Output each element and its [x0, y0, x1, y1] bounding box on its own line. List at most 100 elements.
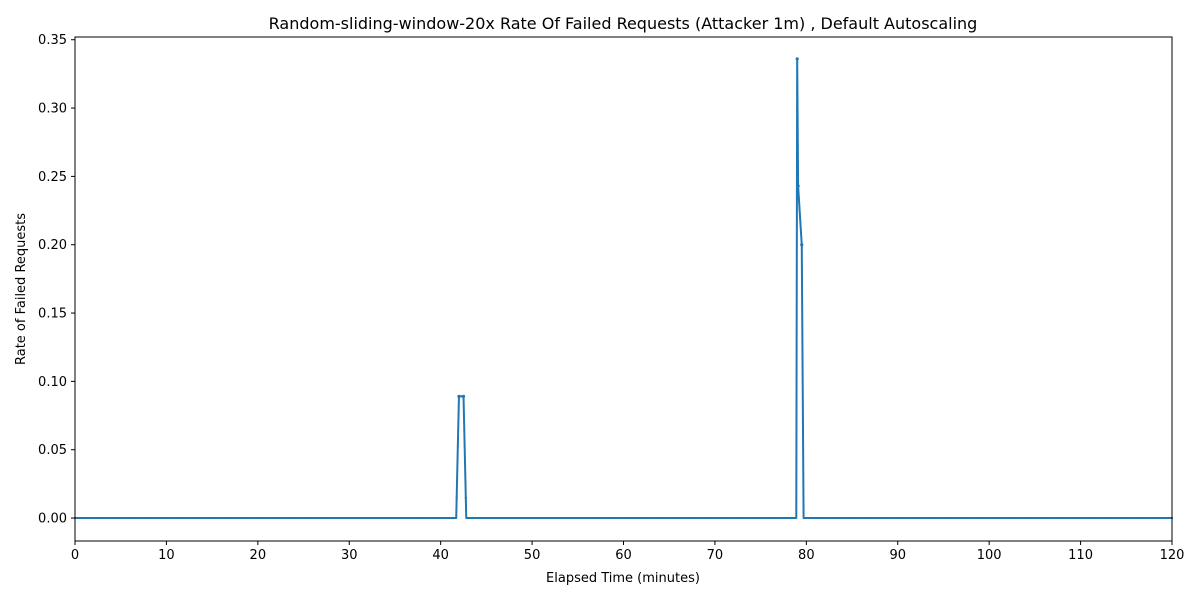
- data-point: [576, 516, 579, 520]
- data-point: [428, 516, 431, 520]
- data-point: [156, 516, 159, 520]
- data-point: [727, 516, 730, 520]
- data-point: [622, 516, 625, 520]
- data-point: [460, 395, 463, 398]
- data-point: [108, 516, 111, 520]
- data-point: [837, 516, 840, 520]
- data-point: [387, 516, 390, 520]
- data-point: [695, 516, 698, 520]
- data-point: [912, 516, 915, 520]
- data-point: [514, 516, 518, 520]
- data-point: [919, 516, 922, 520]
- data-point: [119, 516, 122, 520]
- data-point: [291, 516, 294, 520]
- data-point: [853, 516, 856, 520]
- data-point: [544, 516, 547, 520]
- data-point: [672, 516, 675, 520]
- data-point: [642, 516, 646, 520]
- data-point: [791, 516, 794, 520]
- data-point: [197, 516, 200, 520]
- data-point: [855, 516, 858, 520]
- data-point: [229, 516, 232, 520]
- data-point: [976, 516, 979, 520]
- data-point: [1063, 516, 1066, 520]
- data-point: [697, 516, 701, 520]
- data-point: [295, 516, 298, 520]
- data-point: [599, 516, 602, 520]
- data-point: [661, 516, 664, 520]
- data-point: [133, 516, 136, 520]
- data-point: [990, 516, 993, 520]
- data-point: [478, 516, 481, 520]
- y-tick-label: 0.35: [38, 33, 67, 48]
- data-point: [626, 516, 630, 520]
- data-point: [679, 516, 682, 520]
- data-point: [706, 516, 710, 520]
- data-point: [729, 516, 733, 520]
- data-point: [487, 516, 490, 520]
- data-point: [181, 516, 184, 520]
- data-point: [144, 516, 147, 520]
- data-point: [1090, 516, 1094, 520]
- data-point: [910, 516, 913, 520]
- data-point: [224, 516, 227, 520]
- data-point: [830, 516, 833, 520]
- data-point: [236, 516, 239, 520]
- data-point: [142, 516, 145, 520]
- data-point: [512, 516, 515, 520]
- data-point: [195, 516, 198, 520]
- data-point: [1036, 516, 1039, 520]
- data-point: [1074, 516, 1078, 520]
- data-point: [768, 516, 771, 520]
- data-point: [786, 516, 790, 520]
- data-point: [1166, 516, 1169, 520]
- data-point: [656, 516, 659, 520]
- data-point: [795, 57, 799, 61]
- data-point: [318, 516, 321, 520]
- data-point: [453, 516, 456, 520]
- data-point: [1159, 516, 1162, 520]
- data-point: [169, 516, 173, 520]
- data-point: [684, 516, 687, 520]
- data-point: [1040, 516, 1043, 520]
- data-point: [670, 516, 673, 520]
- data-point: [94, 516, 97, 520]
- x-tick-label: 120: [1160, 548, 1185, 563]
- data-point: [841, 516, 845, 520]
- data-point: [1038, 516, 1041, 520]
- data-point: [549, 516, 552, 520]
- data-point: [889, 516, 892, 520]
- data-point: [693, 516, 696, 520]
- data-point: [480, 516, 483, 520]
- data-point: [188, 516, 191, 520]
- data-point: [978, 516, 982, 520]
- data-point: [1084, 516, 1087, 520]
- data-point: [1079, 516, 1082, 520]
- data-point: [249, 516, 253, 520]
- data-point: [1081, 516, 1084, 520]
- data-point: [860, 516, 863, 520]
- x-tick-label: 50: [524, 548, 541, 563]
- data-point: [668, 516, 671, 520]
- data-point: [272, 516, 275, 520]
- data-point: [825, 516, 829, 520]
- data-point: [773, 516, 776, 520]
- data-point: [1077, 516, 1080, 520]
- data-point: [469, 516, 472, 520]
- data-point: [352, 516, 355, 520]
- data-point: [615, 516, 618, 520]
- data-point: [375, 516, 378, 520]
- data-point: [1093, 516, 1096, 520]
- data-point: [645, 516, 648, 520]
- data-point: [325, 516, 328, 520]
- data-point: [327, 516, 330, 520]
- data-point: [722, 516, 726, 520]
- data-point: [921, 516, 924, 520]
- data-point: [78, 516, 81, 520]
- data-point: [821, 516, 824, 520]
- data-point: [674, 516, 678, 520]
- data-point: [366, 516, 369, 520]
- data-point: [528, 516, 531, 520]
- data-point: [1109, 516, 1112, 520]
- data-point: [165, 516, 168, 520]
